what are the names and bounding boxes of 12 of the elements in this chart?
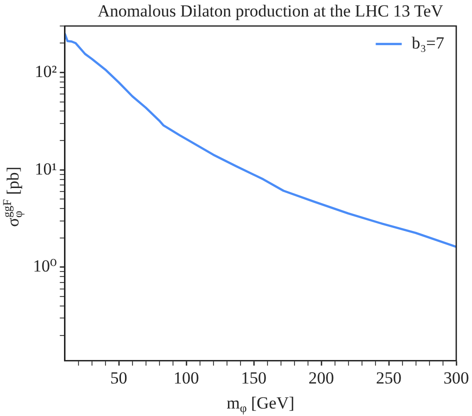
y-tick-label: 10¹	[34, 159, 57, 178]
y-tick-label: 10²	[34, 62, 57, 81]
chart-title: Anomalous Dilaton production at the LHC 13 TeV	[98, 1, 444, 20]
x-tick-label: 200	[308, 368, 334, 388]
legend-label: b₃=7	[412, 33, 445, 52]
x-tick-label: 50	[110, 368, 128, 388]
x-tick-label: 300	[444, 368, 469, 388]
y-axis-title: σφggF [pb]	[0, 166, 26, 227]
y-tick-label: 10⁰	[32, 256, 57, 276]
x-tick-label: 150	[241, 368, 267, 388]
x-tick-label: 250	[376, 368, 402, 388]
x-tick-label: 100	[174, 368, 200, 388]
